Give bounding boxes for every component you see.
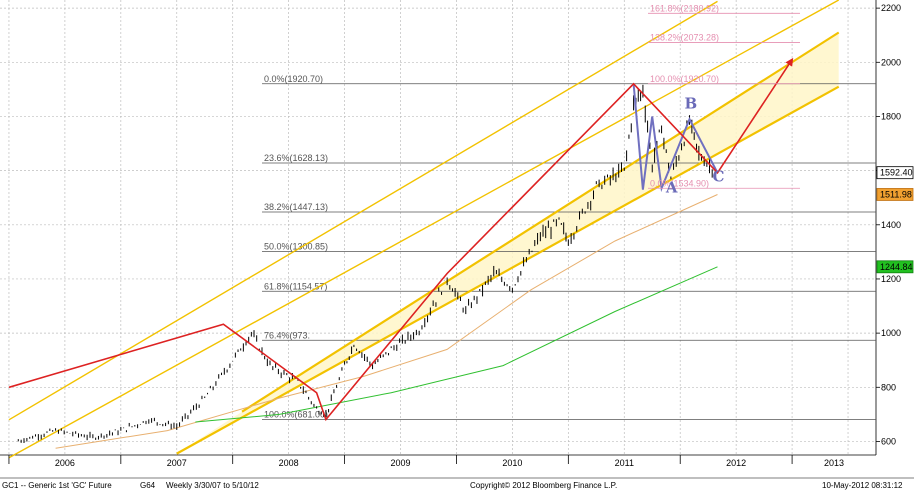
grid	[0, 0, 877, 456]
price-badge-0	[876, 166, 914, 180]
fib-label-4: 61.8%(1154.57)	[264, 281, 327, 291]
fib-label-2: 38.2%(1447.13)	[264, 202, 328, 212]
wave-label-a: A	[665, 178, 678, 196]
fib-extensions: 161.8%(2180.92) 138.2%(2073.28) 100.0%(192…	[648, 3, 800, 189]
xtick-label-2009: 2009	[391, 458, 411, 468]
x-axis: 2006 2007 2008 2009 2010 2011 2012 2013	[0, 455, 914, 479]
fib-levels: 0.0%(1920.70) 23.6%(1628.13) 38.2%(1447.13…	[262, 74, 876, 420]
fib-ext-label-3: 0.0%(1534.90)	[650, 178, 709, 188]
ma-short-line	[55, 194, 718, 449]
price-badges: 1592.40 1511.98 1244.84	[876, 166, 914, 274]
price-badge-label-2: 1244.84	[880, 262, 913, 272]
ytick-label-2200: 2200	[881, 3, 901, 13]
footer-left: GC1 -- Generic 1st 'GC' Future	[2, 481, 112, 490]
zigzag-lines	[8, 57, 794, 422]
xtick-label-2008: 2008	[279, 458, 299, 468]
channel-outer-0	[8, 0, 718, 421]
channel-outer-1	[8, 0, 840, 459]
channel-inner-1	[241, 31, 840, 413]
channel-inner-0	[176, 85, 840, 455]
ytick-label-800: 800	[881, 382, 896, 392]
xtick-label-2007: 2007	[167, 458, 187, 468]
fib-label-3: 50.0%(1300.85)	[264, 242, 328, 252]
price-badge-label-0: 1592.40	[880, 168, 913, 178]
wave-label-b: B	[685, 94, 698, 112]
footer-center: Copyright© 2012 Bloomberg Finance L.P.	[470, 481, 617, 490]
price-badge-2	[876, 260, 914, 274]
wave-purple-line	[632, 83, 719, 193]
channel-lines	[8, 0, 840, 459]
ytick-label-1200: 1200	[881, 274, 901, 284]
ytick-label-1400: 1400	[881, 220, 901, 230]
moving-averages	[55, 194, 718, 449]
wave-lines	[632, 83, 719, 193]
price-badge-label-1: 1511.98	[880, 189, 912, 199]
xtick-label-2006: 2006	[55, 458, 75, 468]
footer-right: 10-May-2012 08:31:12	[822, 481, 903, 490]
zigzag-red-line	[8, 57, 794, 422]
fib-ext-label-0: 161.8%(2180.92)	[650, 3, 719, 13]
fib-ext-label-1: 138.2%(2073.28)	[650, 32, 719, 42]
footer: GC1 -- Generic 1st 'GC' Future G64 Weekl…	[2, 481, 903, 490]
wave-label-c: C	[713, 167, 725, 185]
ytick-label-1000: 1000	[881, 328, 901, 338]
ytick-label-600: 600	[881, 436, 896, 446]
fib-label-0: 0.0%(1920.70)	[264, 74, 323, 84]
xtick-label-2011: 2011	[615, 458, 634, 468]
ytick-label-1800: 1800	[881, 111, 901, 121]
footer-mid2: Weekly 3/30/07 to 5/10/12	[166, 481, 259, 490]
xtick-label-2013: 2013	[824, 458, 844, 468]
fib-label-5: 76.4%(973.	[264, 330, 310, 340]
fib-ext-label-2: 100.0%(1920.70)	[650, 74, 719, 84]
ma-long-line	[195, 266, 718, 423]
fib-label-1: 23.6%(1628.13)	[264, 153, 328, 163]
price-badge-1	[876, 188, 914, 201]
wave-labels: A B C	[665, 94, 725, 196]
ytick-label-2000: 2000	[881, 57, 901, 67]
footer-mid1: G64	[140, 481, 156, 490]
fib-label-6: 100.0%(681.00)	[264, 410, 328, 420]
xtick-label-2012: 2012	[726, 458, 746, 468]
xtick-label-2010: 2010	[502, 458, 522, 468]
